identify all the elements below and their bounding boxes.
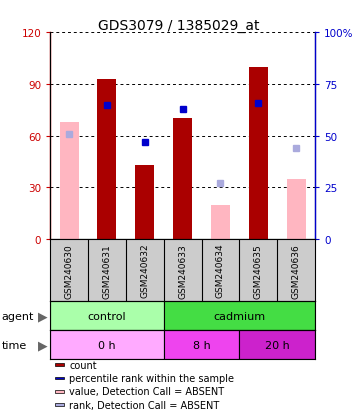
Text: percentile rank within the sample: percentile rank within the sample — [69, 373, 234, 383]
Bar — [164, 301, 315, 330]
Text: GSM240633: GSM240633 — [178, 243, 187, 298]
Text: ▶: ▶ — [38, 309, 47, 323]
Text: time: time — [2, 340, 27, 350]
Bar — [211, 205, 230, 240]
Text: ▶: ▶ — [38, 338, 47, 351]
Bar — [55, 404, 64, 406]
Text: 20 h: 20 h — [265, 340, 290, 350]
Bar — [97, 79, 116, 240]
Text: rank, Detection Call = ABSENT: rank, Detection Call = ABSENT — [69, 400, 220, 410]
Bar — [164, 330, 240, 359]
Bar — [173, 119, 192, 240]
Text: GDS3079 / 1385029_at: GDS3079 / 1385029_at — [98, 19, 260, 33]
Bar — [240, 330, 315, 359]
Text: value, Detection Call = ABSENT: value, Detection Call = ABSENT — [69, 387, 224, 396]
Bar — [50, 301, 164, 330]
Bar — [59, 123, 78, 240]
Text: GSM240630: GSM240630 — [64, 243, 73, 298]
Text: 8 h: 8 h — [193, 340, 211, 350]
Text: GSM240636: GSM240636 — [292, 243, 301, 298]
Bar — [50, 330, 164, 359]
Text: agent: agent — [2, 311, 34, 321]
Bar — [55, 377, 64, 380]
Text: GSM240632: GSM240632 — [140, 243, 149, 298]
Text: GSM240634: GSM240634 — [216, 243, 225, 298]
Bar — [55, 363, 64, 366]
Text: 0 h: 0 h — [98, 340, 116, 350]
Bar — [135, 166, 154, 240]
Text: control: control — [88, 311, 126, 321]
Text: GSM240635: GSM240635 — [254, 243, 263, 298]
Text: cadmium: cadmium — [213, 311, 265, 321]
Text: GSM240631: GSM240631 — [102, 243, 111, 298]
Bar — [55, 390, 64, 393]
Text: count: count — [69, 360, 97, 370]
Bar — [249, 67, 268, 240]
Bar — [287, 179, 306, 240]
